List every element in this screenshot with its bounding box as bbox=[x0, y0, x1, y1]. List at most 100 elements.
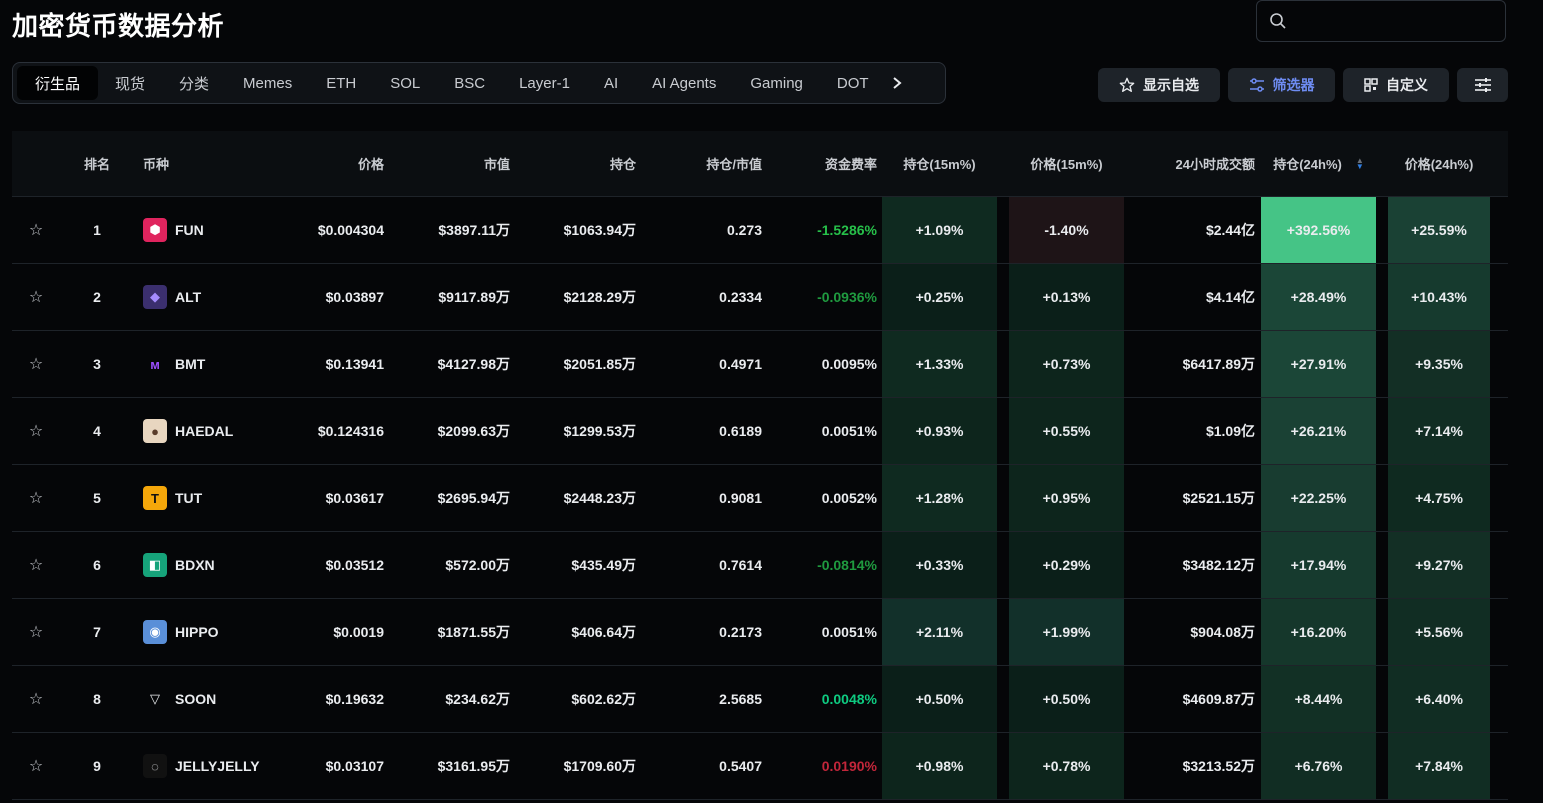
coin-symbol: FUN bbox=[175, 222, 204, 238]
coin-cell[interactable]: ◌ JELLYJELLY bbox=[143, 733, 283, 799]
header-open-interest[interactable]: 持仓 bbox=[609, 157, 636, 172]
volume-24h-cell: $3482.12万 bbox=[1182, 557, 1255, 573]
coin-cell[interactable]: ◧ BDXN bbox=[143, 532, 283, 598]
volume-24h-cell: $4.14亿 bbox=[1205, 289, 1255, 305]
favorite-star-icon[interactable]: ☆ bbox=[28, 691, 44, 708]
tab-bsc[interactable]: BSC bbox=[454, 74, 486, 92]
header-volume-24h[interactable]: 24小时成交额 bbox=[1175, 157, 1255, 172]
customize-button[interactable]: 自定义 bbox=[1343, 68, 1449, 102]
oi-24h-cell: +26.21% bbox=[1261, 398, 1376, 464]
oi-24h-cell: +28.49% bbox=[1261, 264, 1376, 330]
coin-cell[interactable]: ● HAEDAL bbox=[143, 398, 283, 464]
header-price-24h[interactable]: 价格(24h%) bbox=[1404, 157, 1474, 172]
favorite-star-icon[interactable]: ☆ bbox=[28, 356, 44, 373]
derivatives-table: 排名 币种 价格 市值 持仓 持仓/市值 资金费率 持仓(15m%) 价格(15… bbox=[12, 131, 1508, 800]
header-price-15m[interactable]: 价格(15m%) bbox=[1030, 157, 1103, 172]
coin-cell[interactable]: ◉ HIPPO bbox=[143, 599, 283, 665]
tab-ai-agents[interactable]: AI Agents bbox=[652, 74, 717, 92]
market-cap-cell: $1871.55万 bbox=[437, 624, 510, 640]
tab-eth[interactable]: ETH bbox=[326, 74, 357, 92]
show-watchlist-button[interactable]: 显示自选 bbox=[1098, 68, 1220, 102]
coin-cell[interactable]: ᴍ BMT bbox=[143, 331, 283, 397]
oi-15m-cell: +2.11% bbox=[882, 599, 997, 665]
header-oi-15m[interactable]: 持仓(15m%) bbox=[903, 157, 976, 172]
header-price[interactable]: 价格 bbox=[357, 157, 384, 172]
coin-cell[interactable]: T TUT bbox=[143, 465, 283, 531]
chevron-right-icon[interactable] bbox=[886, 66, 908, 100]
rank-cell: 3 bbox=[93, 356, 101, 372]
oi-24h-cell: +6.76% bbox=[1261, 733, 1376, 799]
haedal-icon: ● bbox=[143, 419, 167, 443]
customize-label: 自定义 bbox=[1386, 77, 1428, 93]
header-oi-24h-label: 持仓(24h%) bbox=[1273, 157, 1342, 172]
table-row[interactable]: ☆ 6 ◧ BDXN $0.03512 $572.00万 $435.49万 0.7614 -0.… bbox=[12, 532, 1508, 599]
header-funding-rate[interactable]: 资金费率 bbox=[824, 157, 877, 172]
filter-button[interactable]: 筛选器 bbox=[1228, 68, 1335, 102]
coin-symbol: HAEDAL bbox=[175, 423, 234, 439]
table-row[interactable]: ☆ 7 ◉ HIPPO $0.0019 $1871.55万 $406.64万 0.2173 0.… bbox=[12, 599, 1508, 666]
tab-spot[interactable]: 现货 bbox=[115, 75, 146, 93]
tab-categories[interactable]: 分类 bbox=[179, 75, 210, 93]
tab-layer-1[interactable]: Layer-1 bbox=[519, 74, 570, 92]
rank-cell: 7 bbox=[93, 624, 101, 640]
table-row[interactable]: ☆ 2 ◆ ALT $0.03897 $9117.89万 $2128.29万 0.2334 -0… bbox=[12, 264, 1508, 331]
funding-rate-cell: 0.0048% bbox=[821, 691, 877, 707]
header-market-cap[interactable]: 市值 bbox=[483, 157, 510, 172]
table-row[interactable]: ☆ 3 ᴍ BMT $0.13941 $4127.98万 $2051.85万 0.4971 0.… bbox=[12, 331, 1508, 398]
table-body: ☆ 1 ⬢ FUN $0.004304 $3897.11万 $1063.94万 0.273 -1… bbox=[12, 197, 1508, 800]
rank-cell: 6 bbox=[93, 557, 101, 573]
volume-24h-cell: $2521.15万 bbox=[1182, 490, 1255, 506]
tab-ai[interactable]: AI bbox=[603, 74, 619, 92]
oi-mcap-cell: 0.7614 bbox=[719, 557, 762, 573]
tab-sol[interactable]: SOL bbox=[390, 74, 421, 92]
header-coin[interactable]: 币种 bbox=[143, 157, 170, 172]
price-24h-cell: +4.75% bbox=[1388, 465, 1490, 531]
favorite-star-icon[interactable]: ☆ bbox=[28, 222, 44, 239]
header-oi-mcap[interactable]: 持仓/市值 bbox=[706, 157, 762, 172]
grid-icon bbox=[1364, 78, 1386, 92]
search-box[interactable] bbox=[1256, 0, 1506, 42]
tab-gaming[interactable]: Gaming bbox=[750, 74, 803, 92]
favorite-star-icon[interactable]: ☆ bbox=[28, 423, 44, 440]
coin-cell[interactable]: ⬢ FUN bbox=[143, 197, 283, 263]
table-row[interactable]: ☆ 8 ▽ SOON $0.19632 $234.62万 $602.62万 2.5685 0.0… bbox=[12, 666, 1508, 733]
tab-derivatives[interactable]: 衍生品 bbox=[17, 66, 99, 100]
funding-rate-cell: -1.5286% bbox=[817, 222, 877, 238]
oi-24h-cell: +22.25% bbox=[1261, 465, 1376, 531]
open-interest-cell: $1299.53万 bbox=[563, 423, 636, 439]
favorite-star-icon[interactable]: ☆ bbox=[28, 624, 44, 641]
favorite-star-icon[interactable]: ☆ bbox=[28, 490, 44, 507]
search-icon bbox=[1269, 12, 1287, 30]
rank-cell: 1 bbox=[93, 222, 101, 238]
sort-desc-icon[interactable]: ▲ ▼ bbox=[1355, 155, 1364, 171]
coin-cell[interactable]: ◆ ALT bbox=[143, 264, 283, 330]
table-row[interactable]: ☆ 4 ● HAEDAL $0.124316 $2099.63万 $1299.53万 0.61… bbox=[12, 398, 1508, 465]
oi-mcap-cell: 0.6189 bbox=[719, 423, 762, 439]
market-cap-cell: $234.62万 bbox=[445, 691, 510, 707]
bdxn-icon: ◧ bbox=[143, 553, 167, 577]
header-rank[interactable]: 排名 bbox=[83, 157, 110, 172]
search-input[interactable] bbox=[1295, 12, 1499, 30]
rank-cell: 9 bbox=[93, 758, 101, 774]
oi-15m-cell: +0.33% bbox=[882, 532, 997, 598]
tab-dot[interactable]: DOT bbox=[836, 74, 869, 92]
open-interest-cell: $602.62万 bbox=[571, 691, 636, 707]
table-header: 排名 币种 价格 市值 持仓 持仓/市值 资金费率 持仓(15m%) 价格(15… bbox=[12, 131, 1508, 197]
funding-rate-cell: -0.0936% bbox=[817, 289, 877, 305]
favorite-star-icon[interactable]: ☆ bbox=[28, 557, 44, 574]
header-oi-24h[interactable]: 持仓(24h%) ▲ ▼ bbox=[1261, 131, 1376, 196]
volume-24h-cell: $1.09亿 bbox=[1205, 423, 1255, 439]
rank-cell: 5 bbox=[93, 490, 101, 506]
oi-15m-cell: +1.28% bbox=[882, 465, 997, 531]
tab-memes[interactable]: Memes bbox=[243, 74, 293, 92]
favorite-star-icon[interactable]: ☆ bbox=[28, 289, 44, 306]
settings-button[interactable] bbox=[1457, 68, 1508, 102]
price-cell: $0.124316 bbox=[317, 423, 384, 439]
jellyjelly-icon: ◌ bbox=[143, 754, 167, 778]
coin-cell[interactable]: ▽ SOON bbox=[143, 666, 283, 732]
price-cell: $0.0019 bbox=[333, 624, 384, 640]
table-row[interactable]: ☆ 5 T TUT $0.03617 $2695.94万 $2448.23万 0.9081 0.… bbox=[12, 465, 1508, 532]
favorite-star-icon[interactable]: ☆ bbox=[28, 758, 44, 775]
table-row[interactable]: ☆ 1 ⬢ FUN $0.004304 $3897.11万 $1063.94万 0.273 -1… bbox=[12, 197, 1508, 264]
table-row[interactable]: ☆ 9 ◌ JELLYJELLY $0.03107 $3161.95万 $1709.60万 0… bbox=[12, 733, 1508, 800]
